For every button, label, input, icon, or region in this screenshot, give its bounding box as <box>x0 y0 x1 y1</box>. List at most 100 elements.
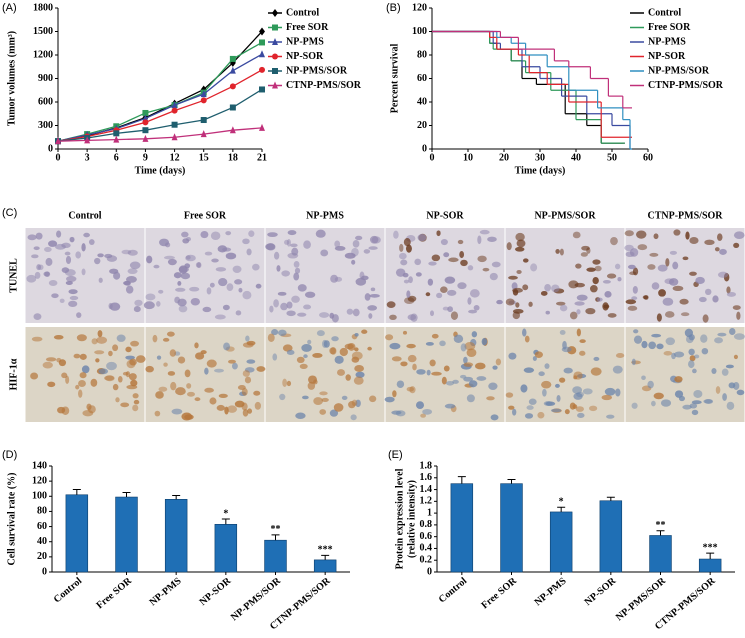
cell <box>399 243 404 252</box>
cell <box>271 329 279 336</box>
error-bar <box>507 479 516 484</box>
cell <box>663 351 673 356</box>
cell <box>682 256 689 261</box>
marker <box>171 121 178 128</box>
cell <box>299 363 308 369</box>
cell <box>657 264 668 272</box>
cell <box>637 244 648 251</box>
cell <box>177 281 182 286</box>
legend-label: NP-SOR <box>648 51 686 62</box>
cell <box>589 405 598 412</box>
bar <box>313 559 337 573</box>
cell <box>612 365 623 374</box>
cell <box>590 284 598 293</box>
cell <box>277 291 287 296</box>
cell <box>430 310 435 317</box>
cell <box>442 306 449 311</box>
cell <box>344 343 354 350</box>
cell <box>581 245 590 251</box>
cell <box>736 389 745 396</box>
cell <box>545 401 556 406</box>
y-tick-label: 60 <box>37 521 47 532</box>
cell <box>563 367 573 374</box>
significance: * <box>223 508 228 519</box>
cell <box>242 370 250 377</box>
row-label: HIF-1α <box>8 358 19 390</box>
cell <box>238 287 243 293</box>
x-tick-label: 12 <box>170 152 180 163</box>
y-tick-label: 1200 <box>33 49 53 60</box>
cell <box>291 295 300 303</box>
marker <box>142 119 149 126</box>
cell <box>108 350 113 357</box>
significance: ** <box>271 524 281 535</box>
cell <box>223 342 230 351</box>
cell <box>368 246 378 250</box>
cell <box>550 408 562 413</box>
cell <box>692 368 697 374</box>
cell <box>711 368 717 374</box>
cell <box>688 334 695 341</box>
cell <box>694 354 700 359</box>
cell <box>247 408 253 414</box>
y-tick-label: 0 <box>427 566 432 577</box>
cell <box>194 397 201 402</box>
cell <box>468 309 478 314</box>
cell <box>631 358 636 366</box>
cell <box>399 252 407 260</box>
cell <box>443 365 450 372</box>
cell <box>431 254 441 262</box>
cell <box>33 246 40 251</box>
cell <box>329 409 339 417</box>
cell <box>407 295 417 302</box>
cell <box>112 383 119 391</box>
cell <box>443 252 450 258</box>
y-tick-label: 80 <box>37 506 47 517</box>
cell <box>286 310 296 317</box>
cell <box>538 371 545 377</box>
cell <box>78 389 83 398</box>
cell <box>64 269 76 277</box>
cell <box>57 406 66 414</box>
cell <box>436 230 441 237</box>
y-tick-label: 0.6 <box>420 531 433 542</box>
cell <box>678 395 685 402</box>
cell <box>575 406 584 412</box>
cell <box>43 271 50 277</box>
cell <box>37 264 44 271</box>
cell <box>355 399 361 408</box>
cell <box>673 229 681 236</box>
cell <box>352 240 360 248</box>
marker <box>229 83 236 90</box>
cell <box>244 376 252 384</box>
marker <box>142 109 149 116</box>
marker <box>272 24 278 31</box>
cell <box>651 400 656 407</box>
cell <box>295 412 306 420</box>
cell <box>615 388 621 397</box>
legend-label: CTNP-PMS/SOR <box>286 80 362 91</box>
cell <box>132 393 139 399</box>
cell <box>656 313 662 322</box>
x-tick-label: 30 <box>535 152 545 163</box>
cell <box>232 362 238 370</box>
cell <box>209 397 217 405</box>
cell <box>154 410 161 417</box>
cell <box>287 230 297 236</box>
cell <box>350 414 357 421</box>
cell <box>522 258 529 263</box>
cell <box>75 251 82 259</box>
cell <box>651 282 660 290</box>
cell <box>554 383 560 388</box>
cell <box>145 293 156 301</box>
cell <box>354 364 364 372</box>
cell <box>522 328 527 337</box>
cell <box>648 341 657 350</box>
cell <box>248 230 255 238</box>
row-label: TUNEL <box>8 258 19 293</box>
cell <box>719 248 727 255</box>
panel-label: (E) <box>388 449 403 461</box>
cell <box>691 409 699 416</box>
cell <box>125 285 134 294</box>
cell <box>515 232 525 242</box>
